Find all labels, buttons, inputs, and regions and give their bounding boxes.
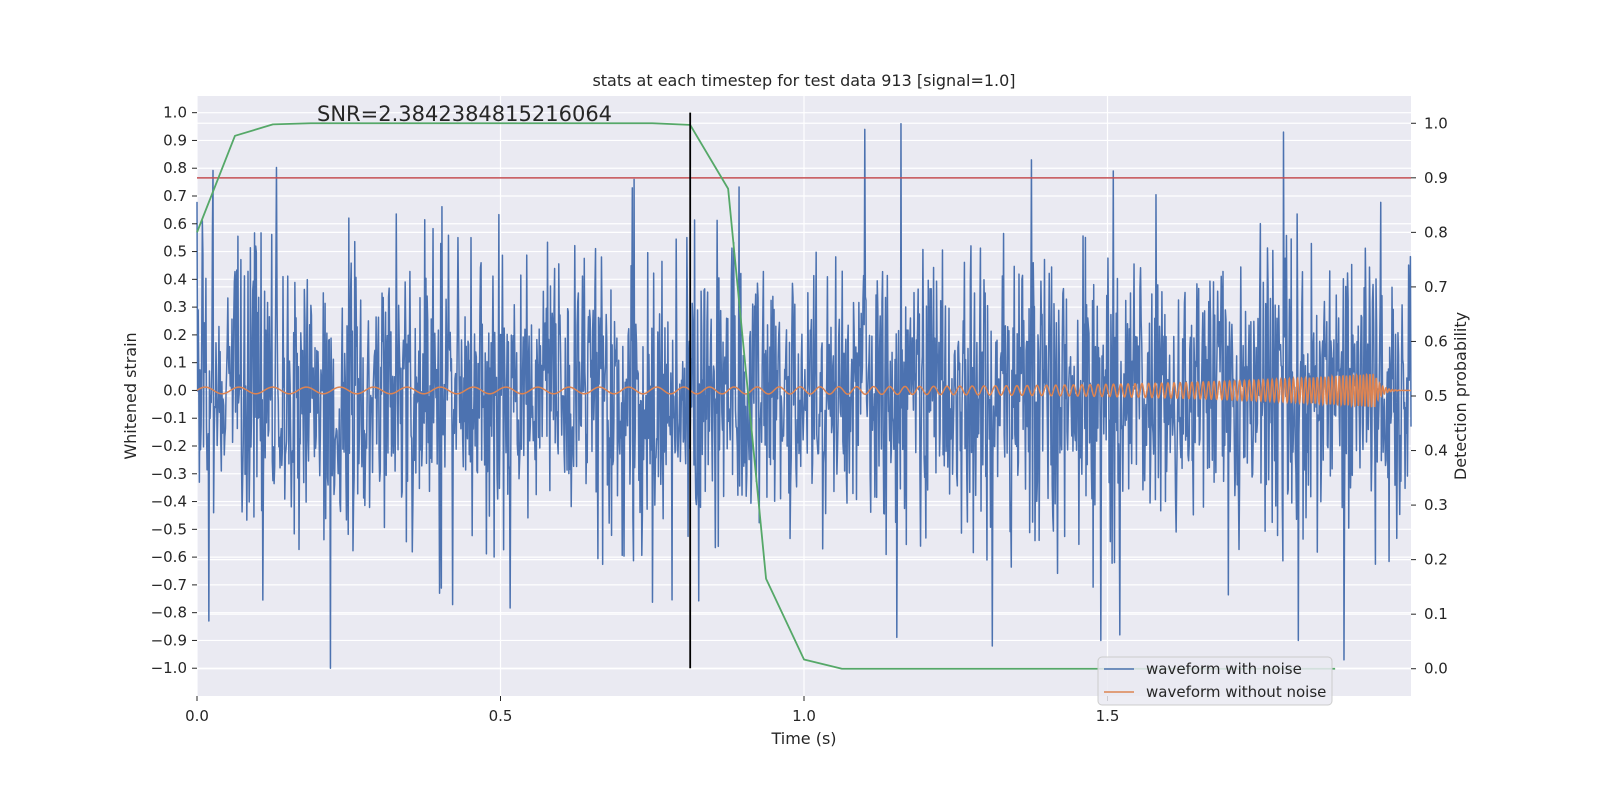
y-right-tick-label: 0.5 [1424,387,1448,405]
y-left-tick-label: −0.7 [151,576,187,594]
legend-box [1097,656,1333,706]
series-waveform-without-noise [196,372,1412,408]
y-right-tick-label: 0.1 [1424,605,1448,623]
y-left-tick-label: −0.6 [151,548,187,566]
y-left-tick-label: 0.5 [163,243,187,261]
snr-annotation: SNR=2.3842384815216064 [317,102,612,126]
y-left-tick-label: 0.4 [163,270,187,288]
y-left-tick-label: −0.5 [151,520,187,538]
y-right-tick-label: 0.6 [1424,332,1448,350]
y-left-tick-label: −0.3 [151,465,187,483]
legend: waveform with noise waveform without noi… [1097,656,1333,706]
y-left-tick-label: −0.4 [151,493,187,511]
y-left-tick-label: 0.3 [163,298,187,316]
y-left-tick-label: 0.2 [163,326,187,344]
y-left-tick-label: 0.7 [163,187,187,205]
y-left-tick-label: 0.9 [163,131,187,149]
legend-label-clean: waveform without noise [1146,683,1326,701]
y-left-tick-label: 1.0 [163,104,187,122]
x-tick-label: 1.5 [1096,707,1120,725]
y-right-tick-label: 0.4 [1424,442,1448,460]
y-right-tick-label: 0.3 [1424,496,1448,514]
x-tick-label: 0.5 [489,707,513,725]
y-left-tick-label: −0.9 [151,631,187,649]
ticks: 0.0 0.5 1.0 1.5 1.0 0.9 0.8 0.7 0.6 0.5 0.4 0.3 0.2 0… [151,104,1448,725]
y-right-tick-label: 0.9 [1424,169,1448,187]
y-axis-left-label: Whitened strain [121,332,140,459]
y-left-tick-label: −0.8 [151,604,187,622]
y-left-tick-label: 0.0 [163,381,187,399]
y-right-tick-label: 1.0 [1424,114,1448,132]
y-left-tick-label: 0.8 [163,159,187,177]
x-tick-label: 1.0 [792,707,816,725]
y-right-tick-label: 0.8 [1424,223,1448,241]
y-left-tick-label: −0.1 [151,409,187,427]
series-waveform-with-noise [196,123,1412,669]
y-right-tick-label: 0.2 [1424,551,1448,569]
x-axis-label: Time (s) [770,729,836,748]
x-tick-label: 0.0 [185,707,209,725]
y-right-tick-label: 0.7 [1424,278,1448,296]
y-left-tick-label: 0.6 [163,215,187,233]
chart-title: stats at each timestep for test data 913… [592,71,1015,90]
y-right-tick-label: 0.0 [1424,660,1448,678]
y-left-tick-label: 0.1 [163,354,187,372]
legend-label-noise: waveform with noise [1146,660,1302,678]
y-left-tick-label: −0.2 [151,437,187,455]
y-axis-right-label: Detection probability [1451,312,1470,480]
y-left-tick-label: −1.0 [151,659,187,677]
